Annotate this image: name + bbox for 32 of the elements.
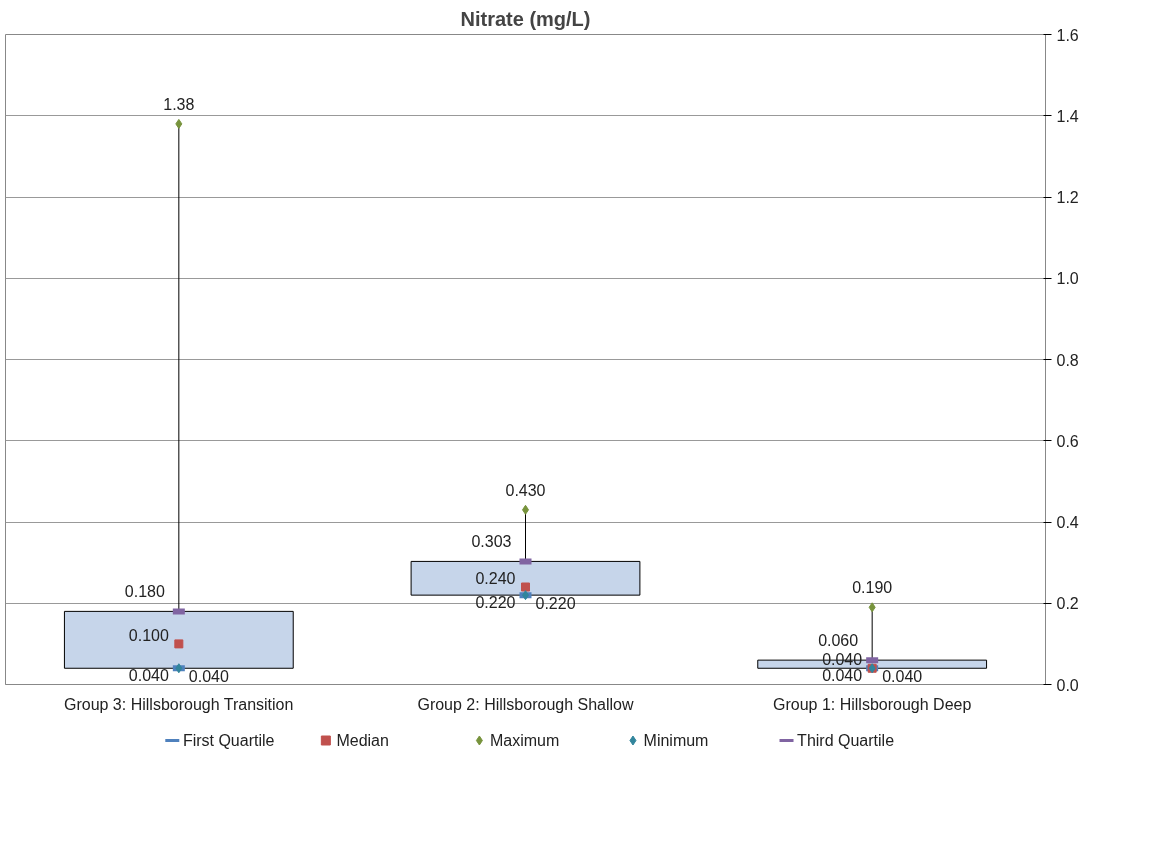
data-label: 0.040: [882, 668, 923, 686]
y-tick-label: 1.2: [1056, 189, 1079, 206]
x-tick-label: Group 2: Hillsborough Shallow: [417, 695, 634, 713]
legend-label: Maximum: [489, 732, 560, 749]
data-label: 0.060: [818, 632, 859, 650]
data-label: 0.220: [475, 594, 516, 612]
chart-title: Nitrate (mg/L): [460, 7, 591, 30]
data-label: 0.240: [475, 570, 516, 587]
data-label: 0.040: [128, 667, 169, 685]
data-label: 0.180: [124, 583, 165, 601]
data-label: 0.040: [822, 667, 863, 685]
data-label: 0.040: [188, 668, 229, 686]
y-tick-label: 1.0: [1056, 270, 1079, 288]
data-label: 0.220: [535, 595, 576, 613]
data-label: 0.303: [471, 533, 512, 551]
y-tick-label: 0.2: [1056, 595, 1079, 613]
legend-label: Third Quartile: [797, 732, 895, 749]
legend-label: First Quartile: [182, 732, 275, 749]
y-tick-label: 1.4: [1056, 107, 1079, 125]
y-tick-label: 1.6: [1056, 26, 1079, 44]
y-tick-label: 0.4: [1056, 514, 1079, 531]
data-label: 1.38: [163, 95, 195, 113]
y-tick-label: 0.6: [1056, 432, 1079, 450]
x-tick-label: Group 3: Hillsborough Transition: [63, 695, 294, 713]
y-tick-label: 0.0: [1056, 676, 1079, 694]
data-label: 0.190: [852, 579, 893, 597]
data-label: 0.100: [128, 626, 169, 644]
legend-label: Minimum: [643, 732, 709, 749]
data-label: 0.430: [505, 481, 546, 499]
x-tick-label: Group 1: Hillsborough Deep: [773, 695, 972, 713]
legend-label: Median: [336, 732, 389, 749]
y-tick-label: 0.8: [1056, 351, 1079, 369]
